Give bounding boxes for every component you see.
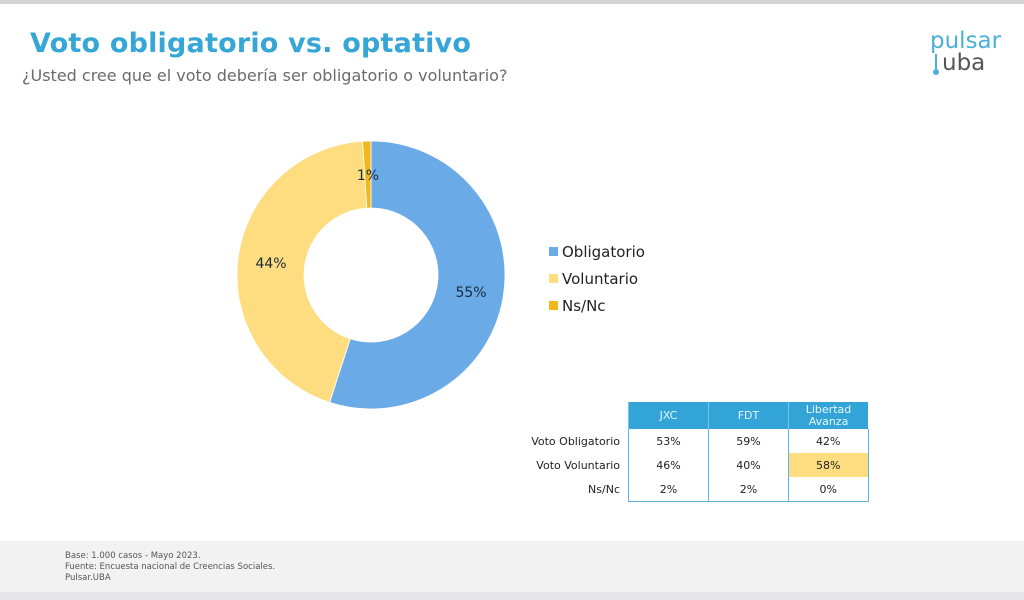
table-cell: 42% (788, 429, 869, 453)
legend-item-obligatorio: Obligatorio (549, 238, 645, 265)
donut-slice-ns-nc (362, 140, 372, 209)
slice-label: 55% (455, 285, 486, 301)
chart-legend: Obligatorio Voluntario Ns/Nc (549, 238, 645, 319)
logo-text-top: pulsar (930, 28, 1002, 54)
legend-item-voluntario: Voluntario (549, 265, 645, 292)
donut-slice-voluntario (236, 140, 368, 403)
table-cell-highlighted: 58% (788, 453, 869, 477)
donut-slice-obligatorio (329, 140, 506, 410)
table-cell: 2% (708, 477, 789, 502)
table-row: Voto Obligatorio 53% 59% 42% (520, 429, 869, 453)
legend-label: Ns/Nc (562, 296, 606, 315)
legend-label: Obligatorio (562, 242, 645, 261)
column-header-jxc: JXC (628, 402, 709, 429)
top-bar (0, 0, 1024, 4)
legend-swatch (549, 274, 558, 283)
legend-swatch (549, 247, 558, 256)
table-header-row: JXC FDT Libertad Avanza (520, 402, 868, 429)
footnote-source: Fuente: Encuesta nacional de Creencias S… (65, 562, 276, 572)
table-cell: 2% (628, 477, 709, 502)
table-corner (520, 402, 629, 429)
legend-label: Voluntario (562, 269, 639, 288)
column-header-fdt: FDT (708, 402, 789, 429)
table-row: Ns/Nc 2% 2% 0% (520, 477, 869, 502)
pulsar-uba-logo: pulsar uba (930, 28, 1002, 75)
column-header-label: Libertad Avanza (805, 402, 852, 428)
table-cell: 0% (788, 477, 869, 502)
table-cell: 59% (708, 429, 789, 453)
footnote-org: Pulsar.UBA (65, 573, 111, 583)
footnote-base: Base: 1.000 casos - Mayo 2023. (65, 551, 201, 561)
table-cell: 53% (628, 429, 709, 453)
row-label: Voto Obligatorio (531, 434, 620, 448)
table-cell: 40% (708, 453, 789, 477)
page-title: Voto obligatorio vs. optativo (30, 28, 472, 59)
legend-item-nsnc: Ns/Nc (549, 292, 645, 319)
logo-text-bottom: uba (930, 52, 1001, 75)
party-breakdown-table: JXC FDT Libertad Avanza Voto Obligatorio… (520, 402, 869, 502)
table-cell: 46% (628, 453, 709, 477)
footer: Base: 1.000 casos - Mayo 2023. Fuente: E… (0, 541, 1024, 592)
row-label: Voto Voluntario (536, 458, 620, 472)
column-header-libertad-avanza: Libertad Avanza (788, 402, 868, 429)
legend-swatch (549, 301, 558, 310)
footnote: Base: 1.000 casos - Mayo 2023. Fuente: E… (65, 551, 275, 584)
row-label: Ns/Nc (588, 482, 620, 496)
table-row: Voto Voluntario 46% 40% 58% (520, 453, 869, 477)
slice-label: 44% (255, 256, 286, 272)
page-subtitle: ¿Usted cree que el voto debería ser obli… (22, 66, 508, 85)
footer-bottom-bar (0, 592, 1024, 600)
slice-label: 1% (357, 168, 379, 184)
